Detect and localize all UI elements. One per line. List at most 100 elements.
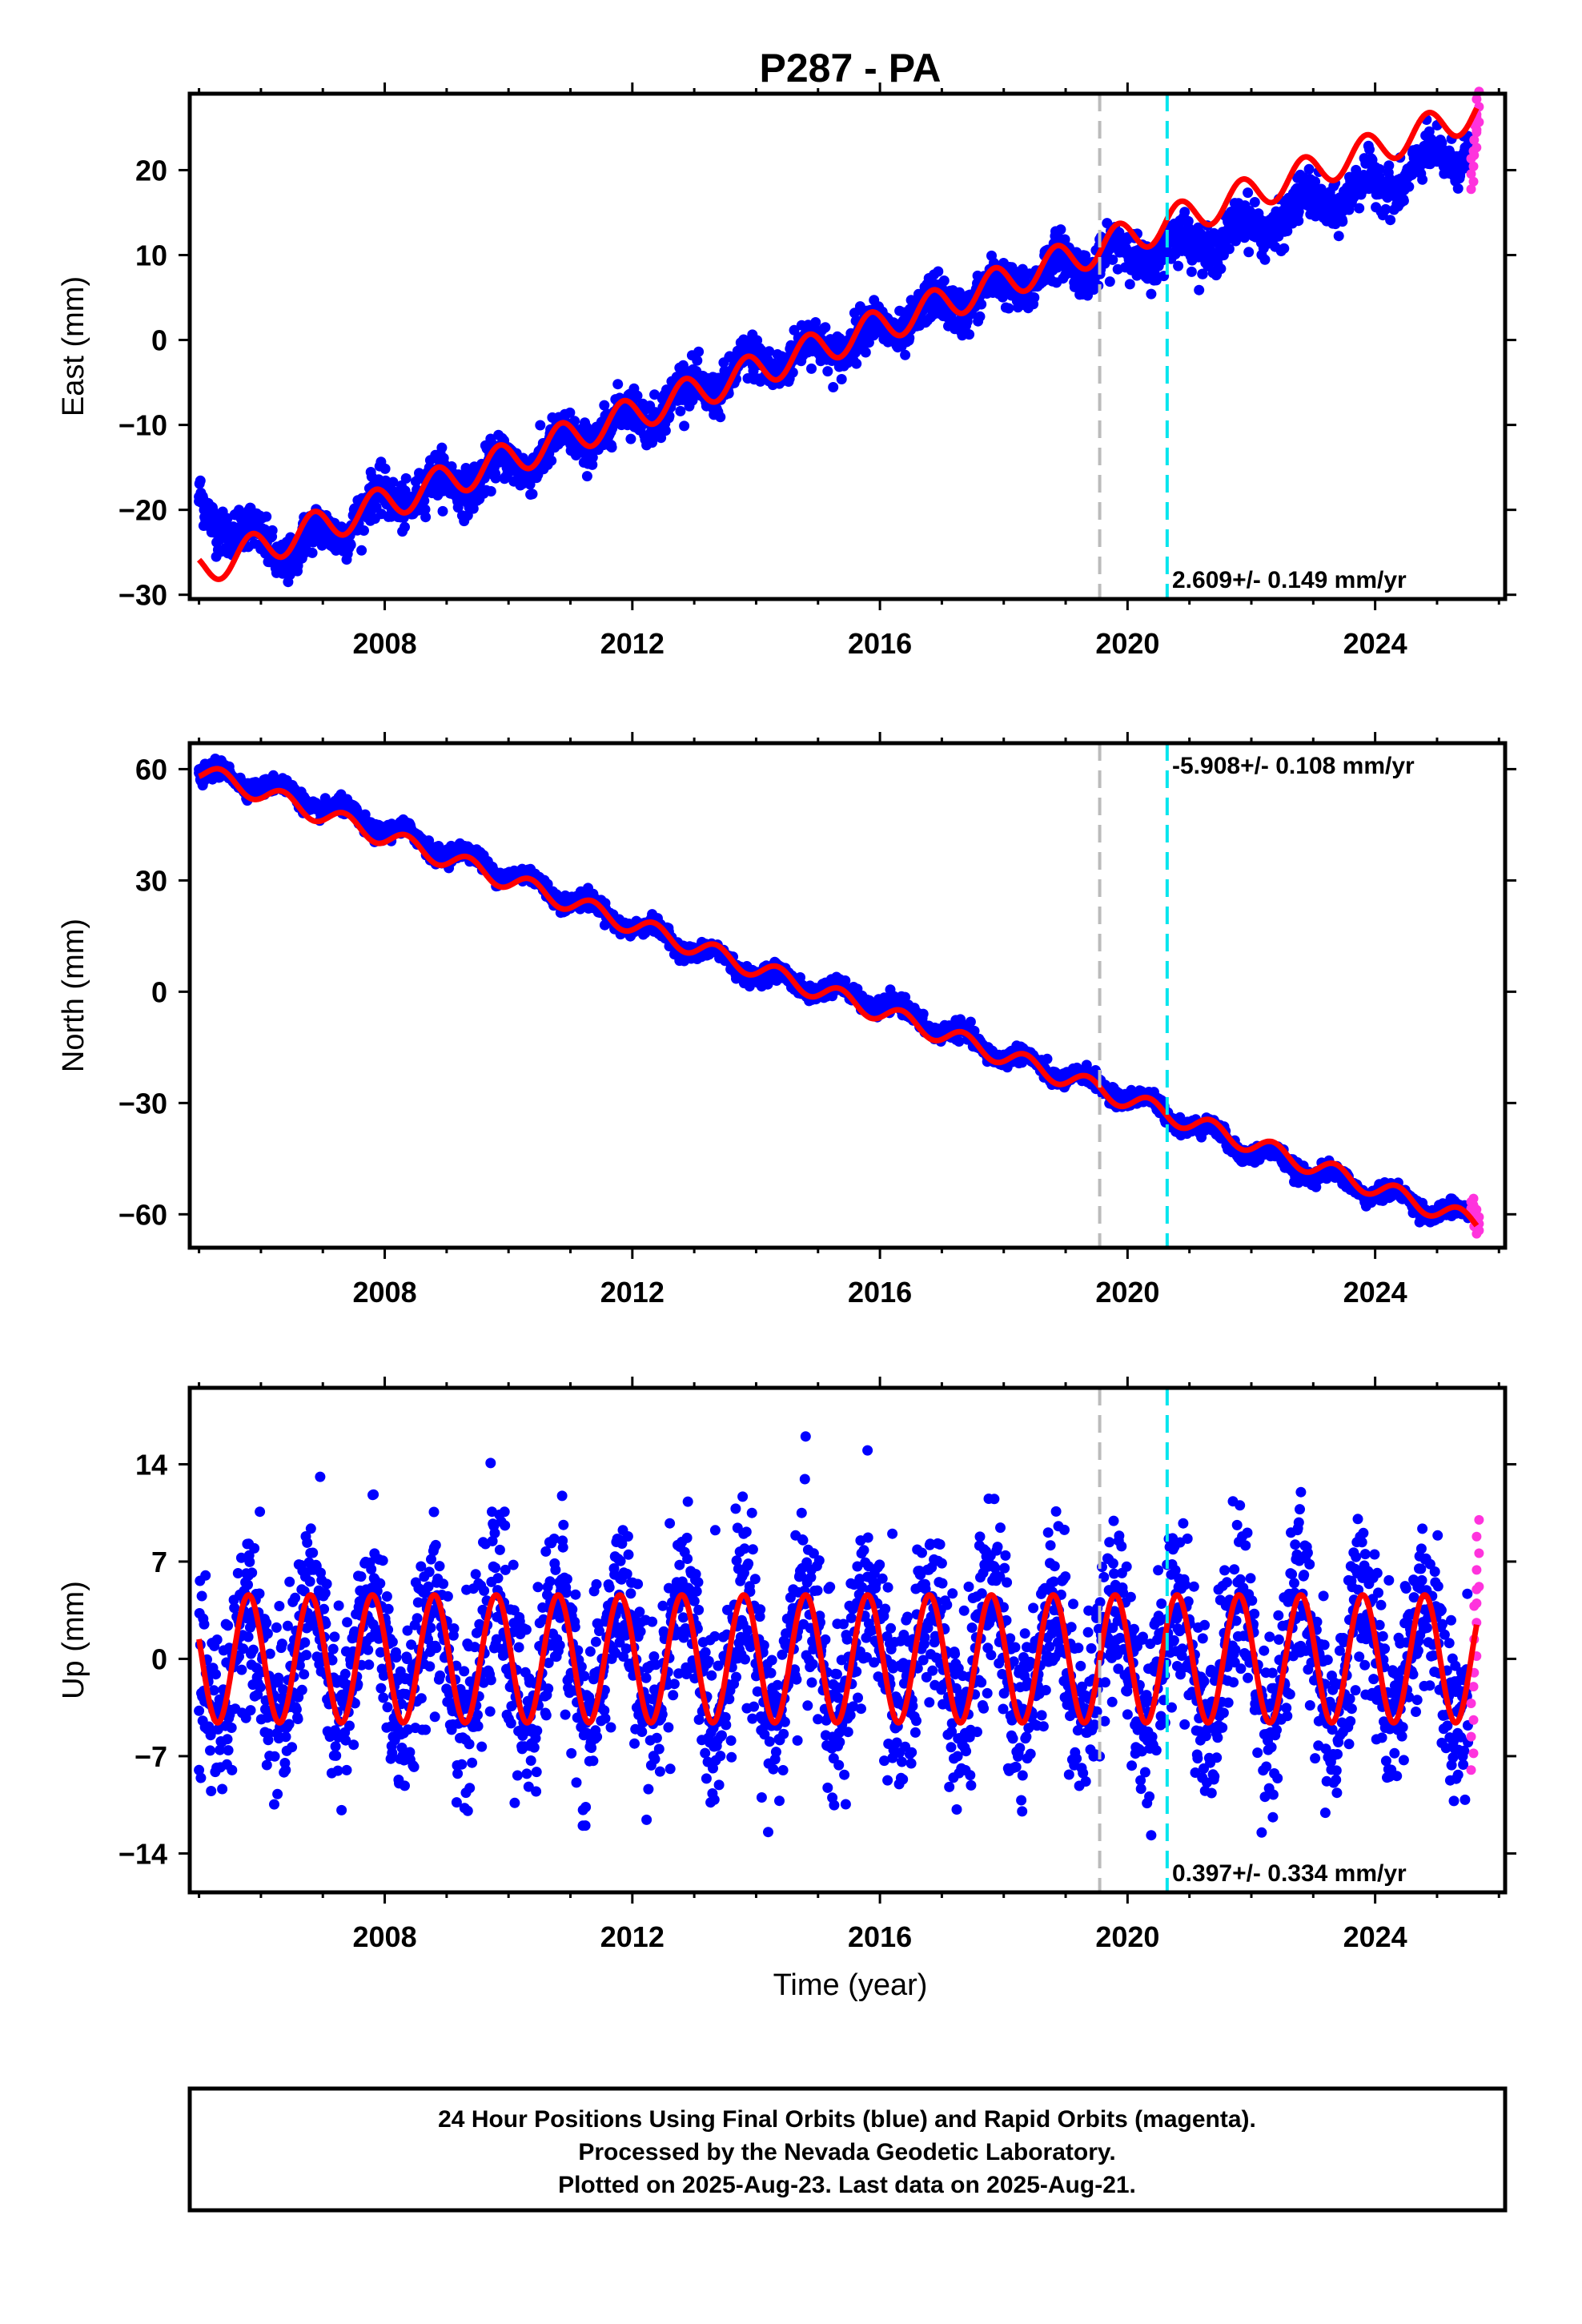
- final-orbit-point: [565, 436, 576, 448]
- final-orbit-point: [874, 326, 885, 337]
- final-orbit-point: [224, 521, 235, 533]
- final-orbit-point: [527, 489, 538, 500]
- final-orbit-point: [917, 1008, 929, 1019]
- final-orbit-point: [679, 420, 690, 432]
- final-orbit-point: [1122, 250, 1133, 260]
- final-orbit-point: [503, 462, 514, 473]
- final-orbit-point: [1124, 279, 1135, 290]
- final-orbit-point: [1403, 181, 1415, 192]
- final-orbit-point: [535, 420, 546, 431]
- final-orbit-point: [436, 442, 448, 453]
- final-orbit-point: [1307, 199, 1319, 210]
- final-orbit-point: [1370, 182, 1381, 193]
- y-tick-label: 0: [151, 324, 167, 357]
- final-orbit-point: [938, 275, 950, 286]
- final-orbit-point: [660, 425, 671, 436]
- velocity-rate-label: 2.609+/- 0.149 mm/yr: [1172, 567, 1407, 593]
- final-orbit-point: [612, 379, 624, 390]
- final-orbit-point: [828, 382, 839, 392]
- final-orbit-point: [1279, 243, 1290, 254]
- final-orbit-point: [524, 479, 536, 490]
- final-orbit-point: [419, 495, 430, 506]
- final-orbit-point: [441, 479, 452, 490]
- final-orbit-point: [1029, 292, 1040, 303]
- final-orbit-point: [625, 433, 636, 444]
- x-tick-label: 2016: [848, 627, 912, 660]
- final-orbit-point: [400, 472, 412, 484]
- final-orbit-point: [581, 421, 592, 432]
- final-orbit-point: [1003, 303, 1014, 314]
- final-orbit-point: [195, 475, 206, 486]
- final-orbit-point: [420, 504, 431, 515]
- y-tick-label: 20: [135, 154, 167, 187]
- final-orbit-point: [1249, 197, 1260, 207]
- final-orbit-point: [851, 358, 862, 369]
- final-orbit-point: [1383, 160, 1395, 171]
- final-orbit-point: [437, 505, 448, 517]
- final-orbit-point: [715, 412, 726, 423]
- final-orbit-point: [194, 496, 205, 507]
- final-orbit-point: [359, 525, 369, 536]
- final-orbit-point: [820, 322, 831, 333]
- final-orbit-point: [317, 530, 328, 541]
- final-orbit-points: [194, 115, 1474, 588]
- final-orbit-point: [1452, 183, 1464, 194]
- final-orbit-point: [1042, 1053, 1053, 1064]
- final-orbit-point: [379, 463, 391, 474]
- final-orbit-point: [1215, 263, 1227, 275]
- final-orbit-point: [356, 545, 367, 556]
- final-orbit-point: [1243, 247, 1255, 258]
- final-orbit-point: [564, 407, 576, 418]
- final-orbit-point: [546, 455, 557, 466]
- y-tick-label: −20: [118, 494, 167, 527]
- final-orbit-point: [587, 459, 598, 470]
- final-orbit-point: [998, 283, 1010, 295]
- final-orbit-point: [261, 511, 272, 522]
- final-orbit-point: [860, 347, 871, 358]
- final-orbit-point: [1186, 266, 1197, 277]
- final-orbit-point: [1354, 203, 1365, 214]
- y-tick-label: 10: [135, 239, 167, 271]
- final-orbit-point: [1146, 288, 1157, 300]
- final-orbit-point: [1431, 156, 1443, 167]
- final-orbit-point: [587, 452, 598, 463]
- final-orbit-point: [1374, 163, 1385, 175]
- final-orbit-point: [1246, 224, 1257, 235]
- final-orbit-point: [974, 311, 986, 322]
- final-orbit-point: [345, 539, 356, 550]
- final-orbit-point: [1194, 284, 1205, 296]
- final-orbit-point: [822, 366, 833, 377]
- y-tick-label: −10: [118, 409, 167, 442]
- final-orbit-point: [933, 266, 944, 277]
- final-orbit-point: [1293, 215, 1304, 227]
- final-orbit-point: [964, 329, 975, 340]
- final-orbit-point: [400, 521, 410, 533]
- final-orbit-point: [1333, 231, 1344, 242]
- final-orbit-point: [1179, 207, 1191, 218]
- final-orbit-point: [806, 363, 817, 374]
- x-tick-label: 2008: [353, 627, 417, 660]
- final-orbit-point: [1055, 224, 1066, 235]
- final-orbit-point: [692, 355, 703, 366]
- final-orbit-point: [307, 547, 318, 558]
- x-tick-label: 2012: [600, 627, 665, 660]
- final-orbit-point: [599, 400, 610, 411]
- final-orbit-point: [693, 346, 705, 357]
- final-orbit-point: [420, 512, 432, 523]
- final-orbit-point: [485, 486, 496, 497]
- final-orbit-point: [490, 472, 501, 484]
- final-orbit-point: [1398, 195, 1409, 207]
- final-orbit-point: [675, 405, 686, 416]
- final-orbit-point: [1385, 215, 1396, 226]
- final-orbit-point: [1104, 276, 1115, 287]
- x-tick-label: 2024: [1343, 627, 1407, 660]
- final-orbit-point: [1364, 144, 1375, 155]
- final-orbit-point: [965, 1016, 976, 1027]
- final-orbit-point: [1173, 260, 1184, 271]
- final-orbit-point: [387, 476, 399, 488]
- final-orbit-point: [976, 299, 987, 310]
- final-orbit-point: [1184, 241, 1195, 252]
- final-orbit-point: [606, 442, 617, 453]
